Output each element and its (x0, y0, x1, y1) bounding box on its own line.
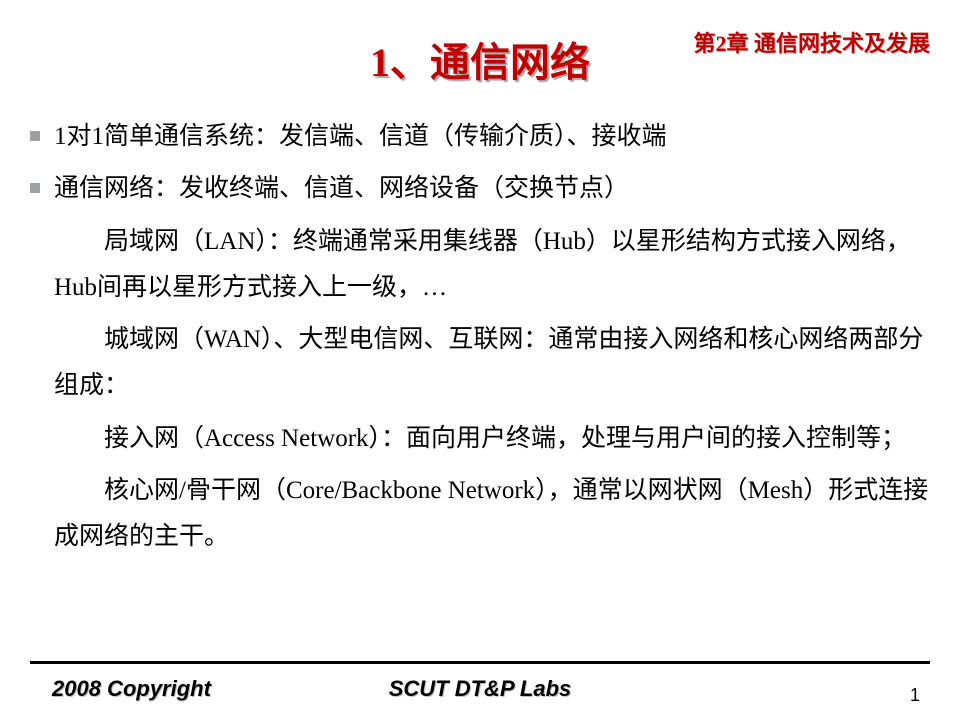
paragraph: 城域网（WAN）、大型电信网、互联网：通常由接入网络和核心网络两部分组成： (54, 317, 930, 410)
slide: 第2章 通信网技术及发展 1、通信网络 1对1简单通信系统：发信端、信道（传输介… (0, 0, 960, 720)
footer-divider (30, 661, 930, 664)
square-bullet-icon (30, 183, 40, 193)
page-number: 1 (910, 685, 920, 706)
paragraph: 局域网（LAN）：终端通常采用集线器（Hub）以星形结构方式接入网络，Hub间再… (54, 219, 930, 312)
lab-text: SCUT DT&P Labs (0, 676, 960, 702)
bullet-text: 1对1简单通信系统：发信端、信道（传输介质）、接收端 (54, 114, 930, 160)
slide-content: 1对1简单通信系统：发信端、信道（传输介质）、接收端 通信网络：发收终端、信道、… (30, 114, 930, 560)
bullet-text: 通信网络：发收终端、信道、网络设备（交换节点） (54, 166, 930, 212)
bullet-item: 1对1简单通信系统：发信端、信道（传输介质）、接收端 (30, 114, 930, 160)
bullet-item: 通信网络：发收终端、信道、网络设备（交换节点） (30, 166, 930, 212)
square-bullet-icon (30, 131, 40, 141)
chapter-label: 第2章 通信网技术及发展 (693, 26, 930, 58)
paragraph: 核心网/骨干网（Core/Backbone Network），通常以网状网（Me… (54, 468, 930, 561)
paragraph: 接入网（Access Network）：面向用户终端，处理与用户间的接入控制等； (54, 416, 930, 462)
